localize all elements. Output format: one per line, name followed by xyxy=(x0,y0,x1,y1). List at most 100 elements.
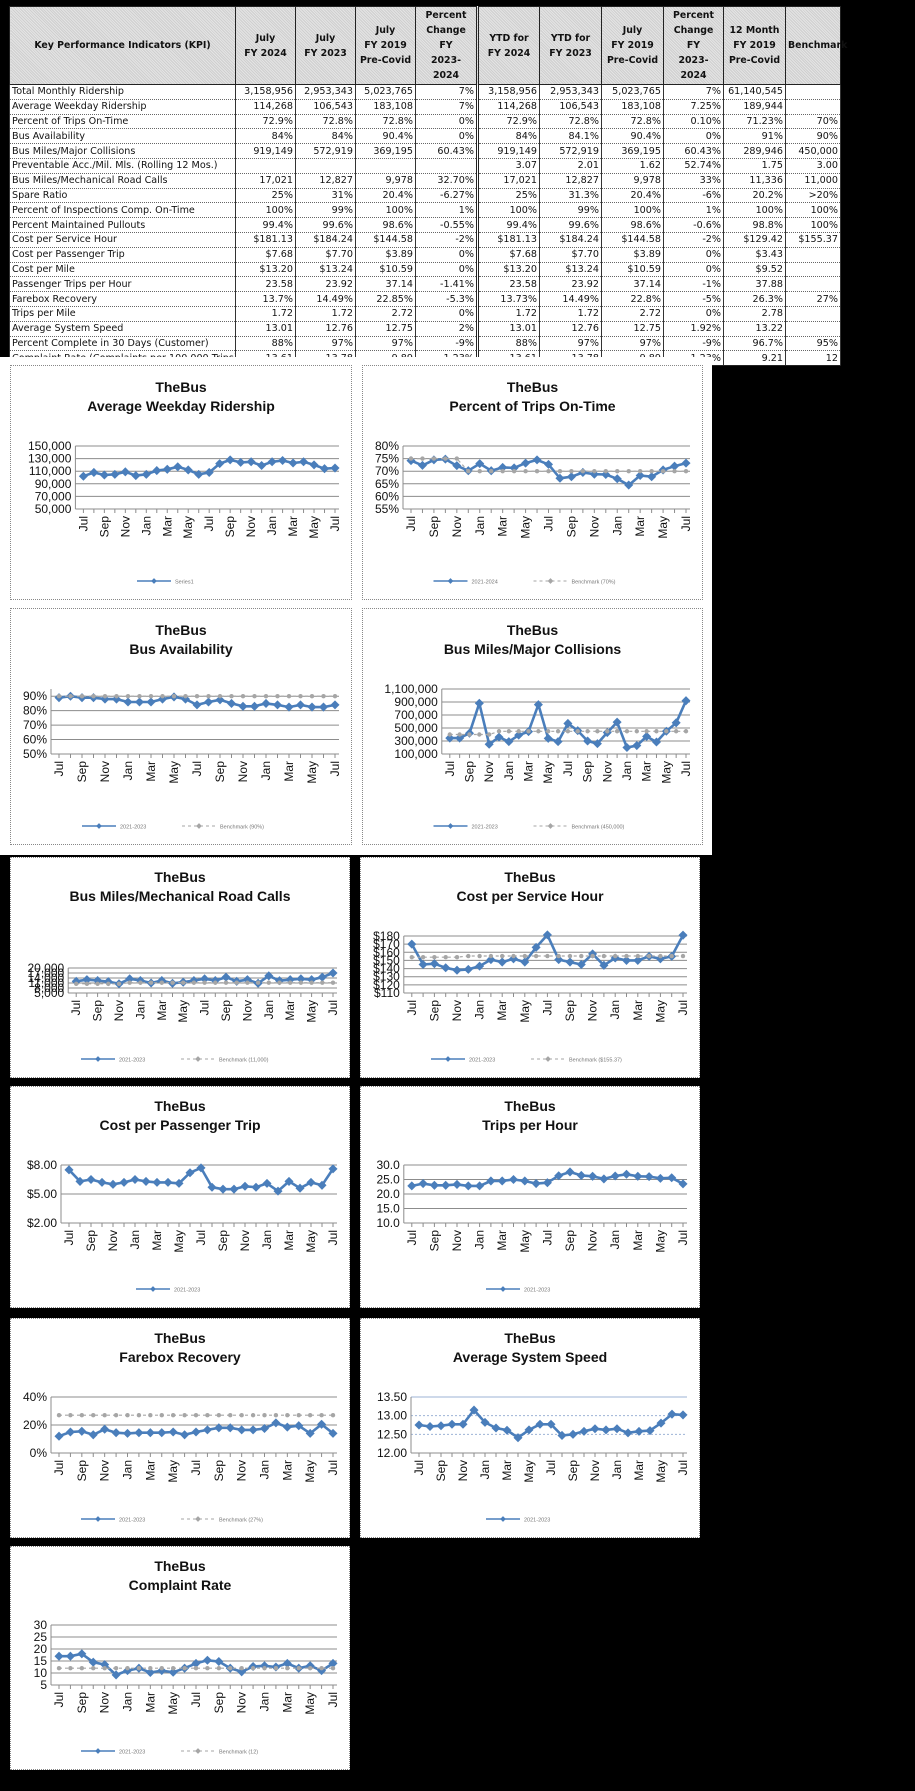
data-point-marker xyxy=(306,1177,316,1187)
x-tick-label: Jan xyxy=(128,1230,142,1249)
y-tick-label: 5,000 xyxy=(34,986,64,1000)
x-tick-label: Jul xyxy=(202,516,216,531)
kpi-row-label: Bus Miles/Mechanical Road Calls xyxy=(9,172,236,189)
kpi-cell: 60.43% xyxy=(663,143,724,159)
x-tick-label: Mar xyxy=(282,761,296,782)
x-tick-label: Jan xyxy=(502,761,516,780)
x-tick-label: Nov xyxy=(456,1460,470,1481)
kpi-row-label: Percent of Trips On-Time xyxy=(9,113,236,130)
data-point-marker xyxy=(240,1181,250,1191)
kpi-cell: 99.4% xyxy=(476,217,540,233)
y-tick-label: 20.0 xyxy=(376,1187,400,1201)
kpi-cell: $9.52 xyxy=(723,261,786,278)
chart-title: TheBus Farebox Recovery xyxy=(11,1329,349,1367)
x-tick-label: Sep xyxy=(564,516,578,538)
data-point-marker xyxy=(221,972,231,982)
x-tick-label: Mar xyxy=(143,1460,157,1481)
x-tick-label: Mar xyxy=(155,1000,169,1021)
data-point-marker xyxy=(425,1421,435,1432)
kpi-cell xyxy=(785,320,841,337)
y-tick-label: $8.00 xyxy=(27,1158,57,1172)
data-point-marker xyxy=(504,737,514,747)
data-point-marker xyxy=(475,1181,485,1191)
kpi-row-label: Percent of Inspections Comp. On-Time xyxy=(9,202,236,219)
data-point-marker xyxy=(285,975,295,985)
legend-label: Benchmark (450,000) xyxy=(572,825,625,831)
kpi-cell: 2.01 xyxy=(539,157,602,174)
chart-title: TheBus Average System Speed xyxy=(361,1329,699,1367)
data-point-marker xyxy=(531,1179,541,1189)
kpi-cell: $3.43 xyxy=(723,246,786,263)
data-point-marker xyxy=(296,974,306,984)
y-tick-label: 15.0 xyxy=(376,1202,400,1216)
chart-plot: 10.015.020.025.030.0 Jul Sep Nov Jan Mar May Ju… xyxy=(376,1158,690,1294)
x-tick-label: Jan xyxy=(121,1692,135,1711)
kpi-row-label: Spare Ratio xyxy=(9,187,236,204)
x-tick-label: Mar xyxy=(640,761,654,782)
x-tick-label: May xyxy=(653,1230,667,1253)
y-tick-label: 30 xyxy=(34,1618,48,1632)
legend-label: 2021-2023 xyxy=(469,1058,495,1064)
kpi-row: Bus Miles/Major Collisions 919,149 572,919… xyxy=(9,143,841,159)
kpi-cell: 3.07 xyxy=(476,157,540,174)
chart-title-line1: TheBus xyxy=(506,379,559,395)
x-tick-label: Mar xyxy=(160,516,174,537)
kpi-cell: 72.8% xyxy=(295,113,356,130)
x-tick-label: Jul xyxy=(443,761,457,776)
x-tick-label: May xyxy=(305,1000,319,1023)
kpi-cell: $129.42 xyxy=(723,231,786,248)
y-tick-label: 75% xyxy=(375,452,399,466)
kpi-cell: 12,827 xyxy=(539,172,602,189)
data-point-marker xyxy=(305,1428,315,1438)
y-tick-label: 20,000 xyxy=(27,961,64,975)
kpi-cell: -2% xyxy=(663,231,724,248)
kpi-cell: 183,108 xyxy=(355,98,416,115)
data-point-marker xyxy=(157,1428,167,1438)
kpi-cell: -0.55% xyxy=(415,217,478,233)
kpi-cell: 0% xyxy=(415,113,478,130)
data-point-marker xyxy=(441,1180,451,1190)
chart-plot: 100,000300,000500,000700,000900,0001,100… xyxy=(384,682,693,831)
kpi-row-label: Trips per Mile xyxy=(9,305,236,322)
kpi-header-col-2: July FY 2023 xyxy=(295,6,356,85)
x-tick-label: Nov xyxy=(235,1692,249,1713)
kpi-row-label: Bus Miles/Major Collisions xyxy=(9,143,236,159)
kpi-row-label: Percent Maintained Pullouts xyxy=(9,217,236,233)
kpi-cell: $155.37 xyxy=(785,231,841,248)
kpi-row-label: Average System Speed xyxy=(9,320,236,337)
x-tick-label: May xyxy=(654,1460,668,1483)
kpi-cell: $10.59 xyxy=(601,261,664,278)
x-tick-label: Jan xyxy=(473,1000,487,1019)
data-point-marker xyxy=(508,1174,519,1185)
kpi-row-label: Cost per Service Hour xyxy=(9,231,236,248)
chart-title-line2: Bus Availability xyxy=(129,641,233,657)
kpi-cell: 90.4% xyxy=(601,128,664,145)
x-tick-label: Jan xyxy=(265,516,279,535)
x-tick-label: Mar xyxy=(631,1230,645,1251)
kpi-cell: 12.76 xyxy=(295,320,356,337)
kpi-cell: $184.24 xyxy=(295,231,356,248)
kpi-cell: 97% xyxy=(295,335,356,352)
chart-title-line2: Percent of Trips On-Time xyxy=(449,398,616,414)
kpi-cell: 1.75 xyxy=(723,157,786,174)
data-point-marker xyxy=(108,1179,118,1189)
kpi-cell: 3,158,956 xyxy=(476,84,540,100)
chart-plot: 12.00 12.50 13.00 13.50 Jul Sep Nov Jan Mar May Ju… xyxy=(377,1390,690,1524)
data-point-marker xyxy=(494,732,504,742)
kpi-cell: 450,000 xyxy=(785,143,841,159)
data-point-marker xyxy=(452,965,462,975)
kpi-row: Bus Miles/Mechanical Road Calls 17,021 12,… xyxy=(9,172,841,189)
data-point-marker xyxy=(65,1651,75,1661)
x-tick-label: May xyxy=(166,1460,180,1483)
kpi-cell: 183,108 xyxy=(601,98,664,115)
kpi-cell: 1% xyxy=(415,202,478,219)
chart-bus-miles-major-collisions: TheBus Bus Miles/Major Collisions 100,000 3… xyxy=(362,608,703,845)
x-tick-label: Mar xyxy=(632,1460,646,1481)
y-tick-label: 70% xyxy=(23,718,47,732)
kpi-cell: $13.20 xyxy=(476,261,540,278)
x-tick-label: Sep xyxy=(75,761,89,783)
x-tick-label: Sep xyxy=(97,516,111,538)
y-tick-label: 70% xyxy=(375,464,399,478)
kpi-cell: 0% xyxy=(415,246,478,263)
